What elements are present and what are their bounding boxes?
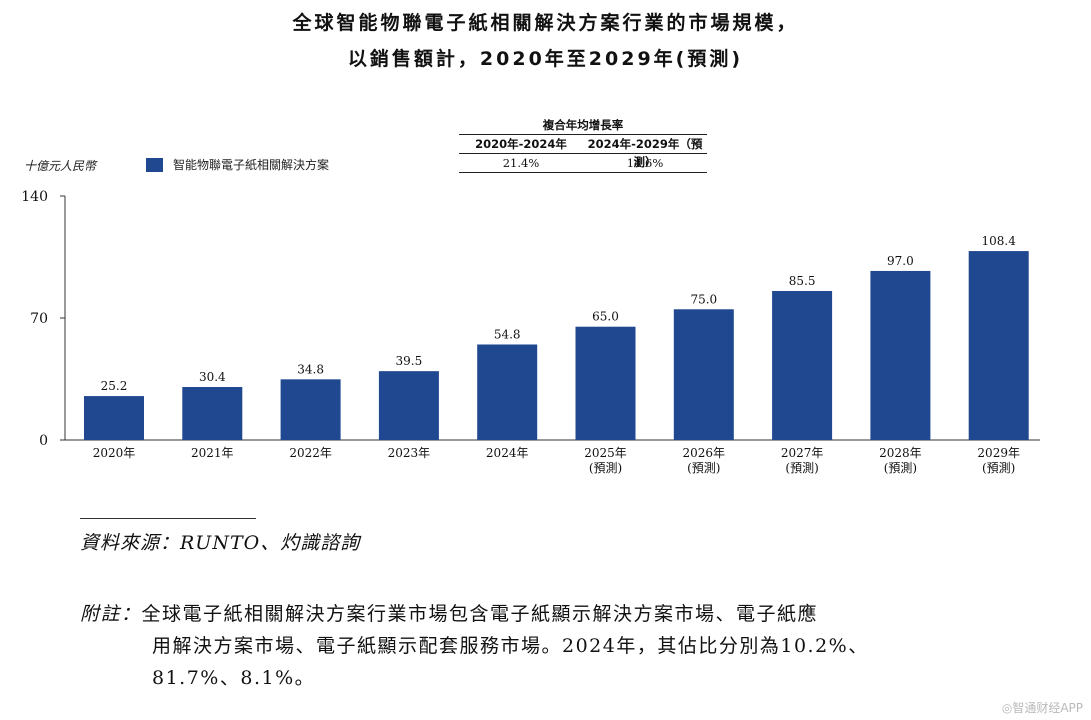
watermark: ◎智通财经APP bbox=[1001, 701, 1083, 715]
x-tick-label: 2025年 bbox=[584, 446, 627, 460]
x-tick-label: 2021年 bbox=[191, 446, 234, 460]
bar-value-label: 54.8 bbox=[494, 327, 521, 341]
x-tick-label: 2024年 bbox=[486, 446, 529, 460]
x-tick-label: 2027年 bbox=[781, 446, 824, 460]
x-tick-sublabel: (預測) bbox=[785, 461, 818, 475]
bar-2026 bbox=[673, 309, 734, 440]
legend-label: 智能物聯電子紙相關解決方案 bbox=[173, 158, 330, 172]
bar-value-label: 30.4 bbox=[199, 370, 226, 384]
y-tick-label: 0 bbox=[39, 433, 48, 449]
cagr-value-forecast: 14.6% bbox=[626, 156, 664, 170]
bar-value-label: 85.5 bbox=[789, 274, 816, 288]
cagr-header: 複合年均增長率 bbox=[542, 118, 624, 132]
legend-swatch bbox=[146, 157, 163, 172]
y-axis-unit-label: 十億元人民幣 bbox=[24, 159, 97, 173]
cagr-period-row: 2020年-2024年 2024年-2029年（預測） bbox=[459, 134, 707, 169]
bar-value-label: 25.2 bbox=[101, 379, 128, 393]
source-text: 資料來源：RUNTO、灼識諮詢 bbox=[80, 532, 361, 554]
chart-title-line-1: 全球智能物聯電子紙相關解決方案行業的市場規模， bbox=[292, 12, 799, 34]
source-divider bbox=[80, 518, 256, 519]
bar-2021 bbox=[182, 387, 243, 440]
x-tick-label: 2026年 bbox=[683, 446, 726, 460]
bar-value-label: 39.5 bbox=[396, 354, 423, 368]
cagr-period-forecast: 2024年-2029年（預測） bbox=[587, 137, 703, 169]
x-tick-label: 2022年 bbox=[289, 446, 332, 460]
x-tick-label: 2028年 bbox=[879, 446, 922, 460]
cagr-period-historical: 2020年-2024年 bbox=[475, 137, 567, 151]
footnote-line-1: 全球電子紙相關解決方案行業市場包含電子紙顯示解決方案市場、電子紙應 bbox=[141, 603, 819, 625]
bar-value-label: 97.0 bbox=[887, 254, 914, 268]
x-tick-label: 2020年 bbox=[93, 446, 136, 460]
bar-chart: 0 70 140 25.2 2020年 30.4 2021年 34.8 2022年 39.5 202… bbox=[21, 189, 1040, 475]
bar-2022 bbox=[280, 379, 341, 440]
cagr-table: 複合年均增長率 2020年-2024年 2024年-2029年（預測） 21.4… bbox=[459, 116, 707, 173]
footnote-line-3: 81.7%、8.1%。 bbox=[152, 667, 316, 689]
bar-value-label: 75.0 bbox=[690, 292, 717, 306]
footnote-label: 附註： bbox=[80, 603, 142, 625]
y-tick-label: 140 bbox=[21, 189, 48, 205]
bar-2023 bbox=[378, 371, 439, 440]
bar-value-label: 108.4 bbox=[982, 234, 1017, 248]
cagr-value-row: 21.4% 14.6% bbox=[459, 154, 707, 173]
bar-2024 bbox=[477, 344, 538, 440]
footnote: 附註：全球電子紙相關解決方案行業市場包含電子紙顯示解決方案市場、電子紙應 用解決… bbox=[80, 598, 1060, 694]
chart-title-line-2: 以銷售額計，2020年至2029年(預測) bbox=[347, 48, 744, 70]
bar-value-label: 65.0 bbox=[592, 310, 619, 324]
bar-2025 bbox=[575, 326, 636, 440]
x-tick-sublabel: (預測) bbox=[687, 461, 720, 475]
bar-value-label: 34.8 bbox=[297, 362, 324, 376]
cagr-value-historical: 21.4% bbox=[502, 156, 540, 170]
x-tick-sublabel: (預測) bbox=[589, 461, 622, 475]
legend: 智能物聯電子紙相關解決方案 bbox=[146, 156, 329, 173]
x-tick-sublabel: (預測) bbox=[884, 461, 917, 475]
bar-2029 bbox=[968, 251, 1029, 440]
bar-2020 bbox=[84, 396, 144, 440]
bar-2028 bbox=[870, 270, 931, 440]
y-tick-label: 70 bbox=[30, 311, 48, 327]
footnote-line-2: 用解決方案市場、電子紙顯示配套服務市場。2024年，其佔比分別為10.2%、 bbox=[152, 635, 869, 657]
x-tick-label: 2023年 bbox=[388, 446, 431, 460]
x-tick-label: 2029年 bbox=[977, 446, 1020, 460]
bar-2027 bbox=[772, 290, 833, 440]
x-tick-sublabel: (預測) bbox=[982, 461, 1015, 475]
